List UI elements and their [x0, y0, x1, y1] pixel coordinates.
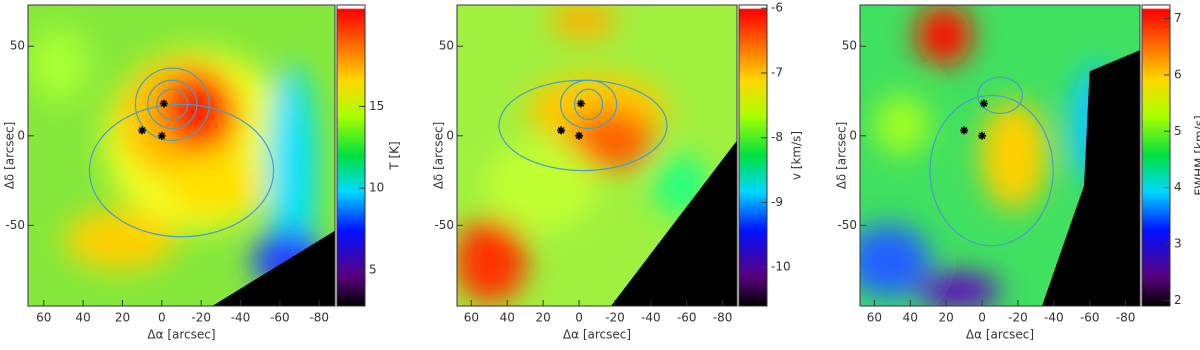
y-tick-label: 0: [17, 128, 25, 142]
source-marker: [577, 100, 585, 108]
heatmap: [846, 5, 1140, 309]
blob: [916, 273, 1000, 309]
source-marker: [557, 126, 565, 134]
x-axis-label: Δα [arcsec]: [147, 328, 215, 342]
blob: [846, 225, 930, 297]
blob: [980, 101, 1047, 209]
colorbar-tick-label: -6: [771, 1, 783, 15]
colorbar-tick-label: -8: [771, 130, 783, 144]
colorbar-tick-label: -9: [771, 195, 783, 209]
source-marker: [960, 126, 968, 134]
x-axis-label: Δα [arcsec]: [966, 328, 1034, 342]
colorbar-tick-label: 5: [369, 263, 377, 277]
y-tick-label: -50: [837, 218, 857, 232]
colorbar-tick-label: 5: [1174, 124, 1182, 138]
x-tick-label: 0: [575, 311, 583, 325]
colorbar: [337, 5, 365, 306]
y-tick-label: 0: [849, 128, 857, 142]
x-tick-label: -20: [1008, 311, 1028, 325]
x-tick-label: 0: [978, 311, 986, 325]
source-marker: [978, 132, 986, 140]
y-tick-label: -50: [5, 218, 25, 232]
blob: [454, 219, 527, 303]
x-axis-label: Δα [arcsec]: [563, 328, 631, 342]
x-tick-label: 60: [464, 311, 479, 325]
source-marker: [138, 126, 146, 134]
x-tick-label: -80: [1116, 311, 1136, 325]
x-tick-label: -20: [191, 311, 211, 325]
x-tick-label: 40: [75, 311, 90, 325]
panel: 60 40 20 0 -20 -40 -60 -80 -50 0 50 Δα [arcsec] Δδ […: [3, 5, 402, 342]
colorbar: [1142, 5, 1170, 306]
y-axis-label: Δδ [arcsec]: [432, 122, 446, 190]
colorbar-tick-label: 7: [1174, 11, 1182, 25]
blob: [549, 2, 616, 38]
y-axis-label: Δδ [arcsec]: [835, 122, 849, 190]
colorbar-label: T [K]: [388, 141, 402, 170]
y-tick-label: 50: [842, 39, 857, 53]
blob: [166, 156, 258, 216]
x-tick-label: 20: [939, 311, 954, 325]
blob: [65, 210, 176, 270]
source-marker: [980, 100, 988, 108]
x-tick-label: -80: [713, 311, 733, 325]
colorbar-label: v [km/s]: [790, 131, 804, 180]
colorbar-tick-label: -10: [771, 260, 791, 274]
colorbar-label: FWHM [km/s]: [1193, 115, 1200, 195]
blob: [485, 140, 597, 230]
x-tick-label: 40: [500, 311, 515, 325]
x-tick-label: -80: [309, 311, 329, 325]
colorbar-tick-label: 6: [1174, 67, 1182, 81]
source-marker: [160, 100, 168, 108]
x-tick-label: -60: [270, 311, 290, 325]
x-tick-label: 60: [867, 311, 882, 325]
colorbar-tick-label: 15: [369, 99, 384, 113]
x-tick-label: 20: [115, 311, 130, 325]
source-marker: [575, 132, 583, 140]
blob: [916, 5, 972, 65]
panel: 60 40 20 0 -20 -40 -60 -80 -50 0 50 Δα [arcsec] Δδ […: [835, 5, 1200, 342]
x-tick-label: 60: [36, 311, 51, 325]
x-tick-label: -60: [677, 311, 697, 325]
x-tick-label: -20: [605, 311, 625, 325]
y-tick-label: 50: [10, 39, 25, 53]
source-marker: [158, 132, 166, 140]
colorbar: [739, 5, 767, 306]
y-axis-label: Δδ [arcsec]: [3, 122, 17, 190]
blob: [160, 71, 234, 149]
panel: 60 40 20 0 -20 -40 -60 -80 -50 0 50 Δα [arcsec] Δδ […: [432, 1, 804, 342]
colorbar-tick-label: 4: [1174, 180, 1182, 194]
y-tick-label: 50: [439, 39, 454, 53]
colorbar-tick-label: 10: [369, 181, 384, 195]
heatmap: [28, 5, 335, 306]
colorbar-tick-label: 3: [1174, 236, 1182, 250]
colorbar-tick-label: -7: [771, 65, 783, 79]
x-tick-label: 20: [536, 311, 551, 325]
x-tick-label: -60: [1080, 311, 1100, 325]
x-tick-label: -40: [641, 311, 661, 325]
x-tick-label: 0: [158, 311, 166, 325]
y-tick-label: 0: [446, 128, 454, 142]
colorbar-tick-label: 2: [1174, 293, 1182, 307]
x-tick-label: -40: [231, 311, 251, 325]
x-tick-label: 40: [903, 311, 918, 325]
blob: [28, 29, 89, 101]
y-tick-label: -50: [434, 218, 454, 232]
x-tick-label: -40: [1044, 311, 1064, 325]
blob: [874, 95, 930, 155]
heatmap: [454, 2, 737, 306]
